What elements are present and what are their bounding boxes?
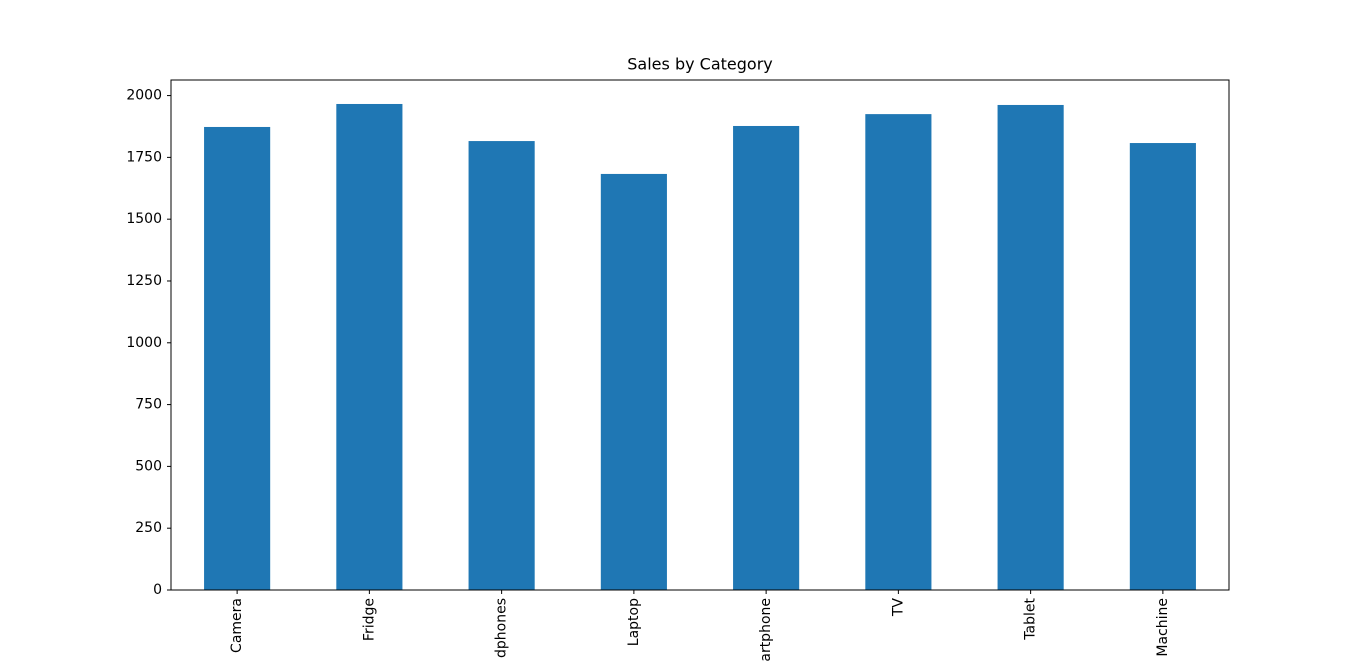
bar xyxy=(600,173,667,590)
bar xyxy=(204,126,271,590)
plot-frame xyxy=(170,79,1230,591)
y-tick-label: 2000 xyxy=(126,88,162,104)
x-tick-label: artphone xyxy=(758,598,774,662)
y-tick-label: 1250 xyxy=(126,273,162,289)
chart-title: Sales by Category xyxy=(627,55,772,74)
x-tick-label: Tablet xyxy=(1023,598,1039,641)
bar xyxy=(865,114,932,591)
x-tick-label: TV xyxy=(890,598,906,618)
y-tick-label: 1000 xyxy=(126,335,162,351)
x-tick-label: Laptop xyxy=(626,598,642,646)
bar xyxy=(468,141,535,590)
x-tick-label: dphones xyxy=(494,598,510,658)
y-tick-label: 1500 xyxy=(126,211,162,227)
y-tick-label: 500 xyxy=(135,458,162,474)
bar xyxy=(1129,143,1196,591)
bar xyxy=(733,125,800,591)
y-tick-label: 750 xyxy=(135,397,162,413)
y-tick-label: 250 xyxy=(135,520,162,536)
x-tick-label: Camera xyxy=(229,598,245,653)
y-tick-label: 1750 xyxy=(126,149,162,165)
x-tick-label: Machine xyxy=(1155,598,1171,657)
x-tick-label: Fridge xyxy=(361,598,377,641)
bar xyxy=(336,103,403,590)
bar xyxy=(997,104,1064,590)
y-tick-label: 0 xyxy=(153,582,162,598)
